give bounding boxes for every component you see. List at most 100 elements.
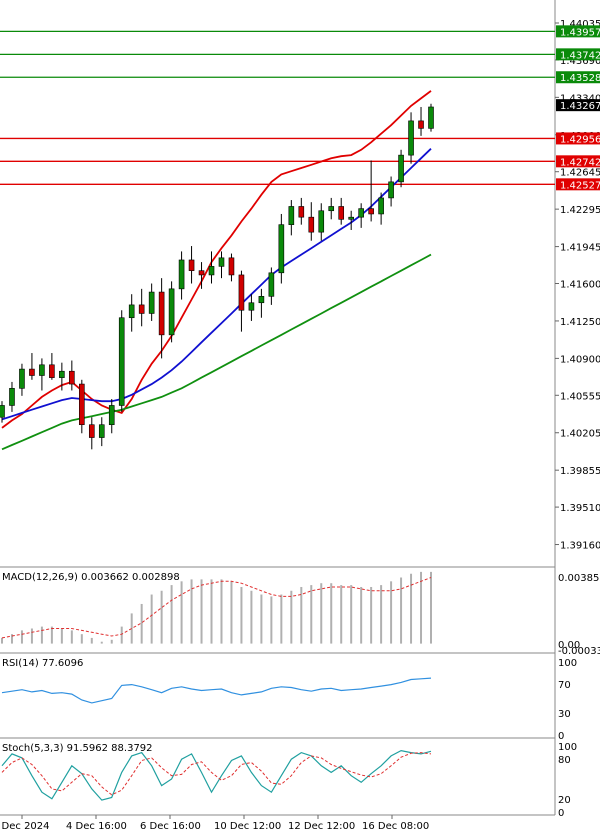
candle-body-bear: [238, 274, 245, 311]
moving-average-line: [1, 90, 432, 429]
moving-average-line: [1, 148, 432, 421]
price-y-axis: 1.440351.436901.433401.429901.426451.422…: [555, 19, 600, 552]
candle-body-bear: [188, 259, 195, 271]
price-tick-label: 1.40900: [560, 354, 600, 365]
support-level-label: 1.42956: [560, 134, 600, 145]
price-tick-label: 1.44035: [560, 19, 600, 30]
x-tick-label: 6 Dec 16:00: [140, 821, 201, 831]
candle-body-bull: [388, 181, 394, 199]
candle-body-bull: [218, 257, 225, 267]
x-axis-labels: 2 Dec 2024 4 Dec 16:00 6 Dec 16:00 10 Dec 1…: [0, 815, 429, 831]
support-level-label: 1.42527: [560, 180, 600, 191]
candle-body-bull: [398, 154, 404, 183]
stoch-panel: 100 80 20 0: [1, 742, 577, 819]
price-tick-label: 1.43340: [560, 93, 600, 104]
candle-body-bear: [29, 368, 35, 376]
stoch-k-line: [1, 749, 432, 801]
support-level-label: 1.42742: [560, 157, 600, 168]
candle: [128, 294, 135, 332]
resistance-level-badge: [556, 71, 600, 84]
rsi-tick-label: 70: [558, 680, 571, 691]
candle-body-bull: [98, 424, 105, 438]
candle-body-bull: [59, 370, 65, 378]
candle-body-bear: [198, 270, 205, 276]
x-tick-label: 2 Dec 2024: [0, 821, 50, 831]
candles: [0, 103, 434, 450]
candle-body-bear: [158, 291, 165, 336]
candle-body-bull: [178, 259, 185, 290]
candle-body-bear: [138, 304, 145, 314]
candle-body-bull: [168, 288, 175, 336]
candle: [49, 353, 55, 380]
x-tick-label: 16 Dec 08:00: [362, 821, 429, 831]
macd-panel: 0.003852 0.00-0.000337: [1, 571, 600, 657]
rsi-line: [1, 677, 432, 704]
candle: [98, 417, 105, 447]
price-tick-label: 1.42295: [560, 205, 600, 216]
candle-body-bear: [49, 364, 55, 378]
candle-body-bear: [79, 383, 85, 426]
macd-tick-label: -0.000337: [558, 646, 600, 657]
candle: [0, 401, 5, 423]
candle: [328, 197, 335, 220]
x-tick-label: 4 Dec 16:00: [66, 821, 127, 831]
resistance-level-badge: [556, 48, 600, 61]
resistance-level-label: 1.43528: [560, 73, 600, 84]
candle: [308, 202, 315, 241]
resistance-level-label: 1.43957: [560, 27, 600, 38]
price-tick-label: 1.39160: [560, 541, 600, 552]
candle-body-bull: [108, 405, 115, 426]
price-tick-label: 1.41250: [560, 317, 600, 328]
stoch-tick-label: 20: [558, 795, 571, 806]
candle-body-bull: [148, 291, 155, 314]
candle: [69, 360, 75, 391]
current-price-label: 1.43267: [560, 101, 600, 112]
price-tick-label: 1.39510: [560, 503, 600, 514]
candle: [79, 379, 85, 434]
x-tick-label: 10 Dec 12:00: [214, 821, 281, 831]
stoch-label: Stoch(5,3,3) 91.5962 88.3792: [2, 743, 153, 754]
candle-body-bull: [328, 206, 335, 212]
candle-body-bull: [9, 388, 15, 406]
candle-body-bull: [378, 197, 384, 215]
candle-body-bull: [288, 206, 295, 225]
candle: [218, 251, 225, 279]
price-tick-label: 1.40205: [560, 429, 600, 440]
candle-body-bull: [428, 106, 434, 129]
macd-tick-label: 0.003852: [558, 573, 600, 584]
candle: [168, 281, 175, 343]
candle: [278, 213, 285, 284]
candle: [108, 399, 115, 434]
price-tick-label: 1.39855: [560, 466, 600, 477]
candle: [39, 358, 45, 391]
price-levels: 1.43957 1.43742 1.43528 1.42956 1.42742 1.425…: [0, 25, 600, 191]
candle-body-bull: [408, 120, 414, 156]
stoch-tick-label: 100: [558, 742, 577, 753]
rsi-panel: 100 70 30 0: [1, 658, 577, 742]
candle: [318, 203, 325, 241]
current-price-badge: [556, 99, 600, 112]
candle-body-bull: [348, 216, 354, 220]
stoch-tick-label: 80: [558, 755, 571, 766]
candle-body-bull: [258, 296, 265, 304]
candle: [388, 176, 394, 207]
resistance-level-badge: [556, 25, 600, 38]
stoch-tick-label: 0: [558, 808, 564, 819]
stoch-d-line: [1, 752, 432, 796]
macd-label: MACD(12,26,9) 0.003662 0.002898: [2, 572, 180, 583]
candle: [398, 149, 404, 188]
candle-body-bull: [208, 266, 215, 276]
price-tick-label: 1.42645: [560, 168, 600, 179]
candle-body-bull: [118, 317, 125, 406]
support-level-badge: [556, 155, 600, 168]
candle: [148, 283, 155, 321]
candle-body-bear: [418, 120, 424, 129]
candle: [378, 192, 384, 225]
candle-body-bull: [278, 224, 285, 274]
candle: [198, 262, 205, 289]
resistance-level-label: 1.43742: [560, 50, 600, 61]
candle: [59, 362, 65, 391]
candle-body-bull: [128, 304, 135, 319]
candle-body-bear: [298, 206, 305, 218]
